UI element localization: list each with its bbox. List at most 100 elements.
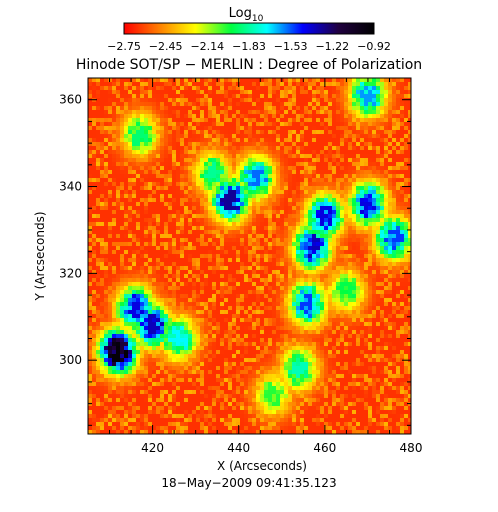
heatmap-cell [324, 258, 328, 262]
heatmap-cell [272, 238, 276, 242]
heatmap-cell [352, 266, 356, 270]
heatmap-cell [372, 90, 376, 94]
heatmap-cell [300, 306, 304, 310]
heatmap-cell [404, 262, 408, 266]
heatmap-cell [268, 302, 272, 306]
heatmap-cell [272, 274, 276, 278]
heatmap-cell [396, 302, 400, 306]
heatmap-cell [368, 302, 372, 306]
heatmap-cell [404, 294, 408, 298]
heatmap-cell [312, 134, 316, 138]
heatmap-cell [272, 230, 276, 234]
heatmap-cell [124, 138, 128, 142]
heatmap-cell [304, 230, 308, 234]
heatmap-cell [364, 210, 368, 214]
heatmap-cell [372, 226, 376, 230]
heatmap-cell [332, 114, 336, 118]
heatmap-cell [148, 214, 152, 218]
heatmap-cell [280, 286, 284, 290]
heatmap-cell [176, 230, 180, 234]
heatmap-cell [96, 90, 100, 94]
heatmap-cell [364, 222, 368, 226]
heatmap-cell [112, 230, 116, 234]
heatmap-cell [232, 114, 236, 118]
heatmap-cell [140, 106, 144, 110]
heatmap-cell [352, 222, 356, 226]
heatmap-cell [332, 118, 336, 122]
heatmap-cell [248, 310, 252, 314]
heatmap-cell [184, 282, 188, 286]
heatmap-cell [120, 198, 124, 202]
heatmap-cell [356, 246, 360, 250]
heatmap-cell [140, 302, 144, 306]
heatmap-cell [292, 314, 296, 318]
heatmap-cell [208, 206, 212, 210]
heatmap-cell [156, 90, 160, 94]
heatmap-cell [220, 162, 224, 166]
heatmap-cell [244, 290, 248, 294]
heatmap-cell [336, 94, 340, 98]
heatmap-cell [172, 302, 176, 306]
heatmap-cell [248, 110, 252, 114]
heatmap-cell [340, 226, 344, 230]
heatmap-cell [348, 214, 352, 218]
heatmap-cell [308, 150, 312, 154]
heatmap-cell [116, 186, 120, 190]
heatmap-cell [180, 174, 184, 178]
heatmap-cell [236, 314, 240, 318]
heatmap-cell [116, 90, 120, 94]
heatmap-cell [296, 286, 300, 290]
heatmap-cell [128, 290, 132, 294]
heatmap-cell [160, 130, 164, 134]
heatmap-cell [168, 270, 172, 274]
heatmap-cell [144, 198, 148, 202]
heatmap-cell [88, 298, 92, 302]
heatmap-cell [224, 202, 228, 206]
heatmap-cell [144, 242, 148, 246]
heatmap-cell [172, 158, 176, 162]
heatmap-cell [164, 274, 168, 278]
heatmap-cell [392, 314, 396, 318]
heatmap-cell [248, 150, 252, 154]
heatmap-cell [284, 274, 288, 278]
heatmap-cell [240, 178, 244, 182]
heatmap-cell [100, 118, 104, 122]
heatmap-cell [360, 162, 364, 166]
heatmap-cell [248, 266, 252, 270]
heatmap-cell [216, 294, 220, 298]
heatmap-cell [128, 322, 132, 326]
heatmap-cell [300, 214, 304, 218]
heatmap-cell [348, 170, 352, 174]
heatmap-cell [360, 214, 364, 218]
heatmap-cell [164, 322, 168, 326]
heatmap-cell [88, 294, 92, 298]
heatmap-cell [368, 186, 372, 190]
heatmap-cell [96, 318, 100, 322]
heatmap-cell [220, 138, 224, 142]
heatmap-cell [400, 170, 404, 174]
heatmap-cell [92, 226, 96, 230]
heatmap-cell [264, 194, 268, 198]
heatmap-cell [408, 178, 411, 182]
heatmap-cell [328, 310, 332, 314]
heatmap-cell [256, 254, 260, 258]
heatmap-cell [260, 290, 264, 294]
heatmap-cell [168, 154, 172, 158]
heatmap-cell [404, 102, 408, 106]
heatmap-cell [188, 254, 192, 258]
heatmap-cell [160, 274, 164, 278]
heatmap-cell [212, 226, 216, 230]
heatmap-cell [276, 102, 280, 106]
heatmap-cell [156, 230, 160, 234]
heatmap-cell [212, 86, 216, 90]
heatmap-cell [228, 274, 232, 278]
heatmap-cell [176, 262, 180, 266]
heatmap-cell [228, 114, 232, 118]
heatmap-cell [200, 218, 204, 222]
heatmap-cell [380, 198, 384, 202]
heatmap-cell [272, 194, 276, 198]
heatmap-cell [332, 162, 336, 166]
heatmap-cell [156, 218, 160, 222]
heatmap-cell [148, 154, 152, 158]
heatmap-cell [404, 78, 408, 82]
